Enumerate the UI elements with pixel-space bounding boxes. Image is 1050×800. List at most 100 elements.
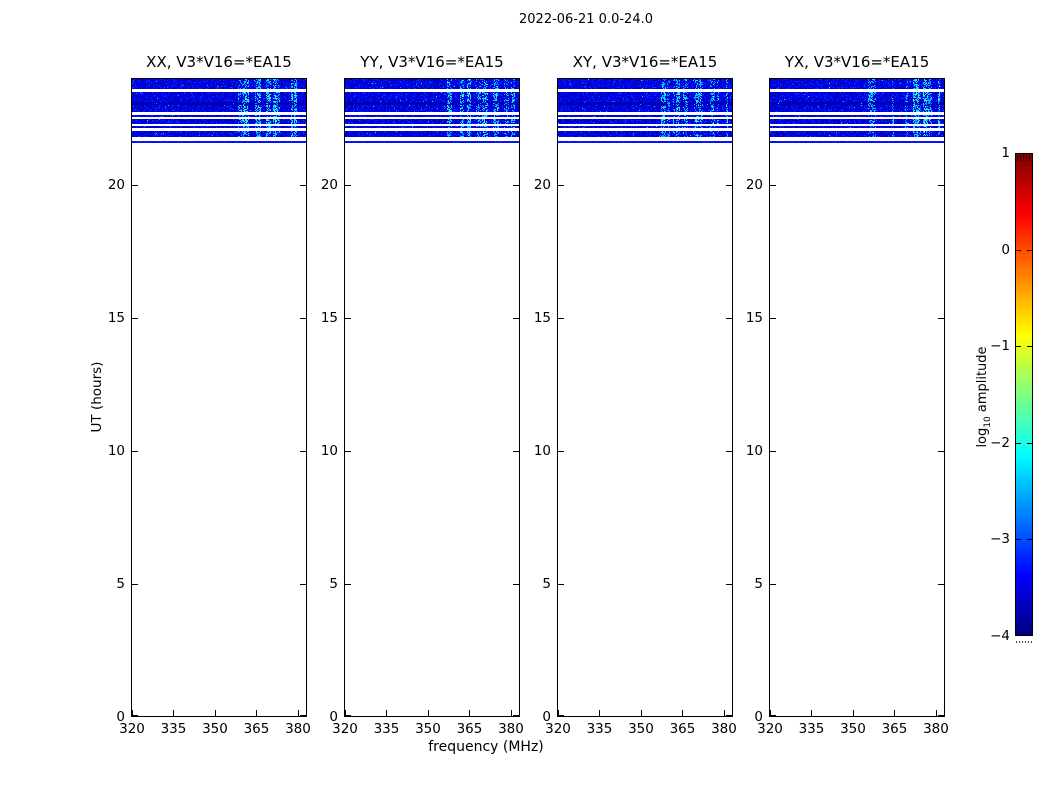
x-tick-mark	[345, 710, 346, 716]
y-tick-mark	[558, 317, 564, 319]
y-tick-mark	[132, 450, 138, 452]
x-tick-label: 335	[160, 721, 187, 737]
y-tick-mark	[345, 583, 351, 585]
y-tick-mark	[132, 715, 138, 716]
colorbar-tick-mark	[1027, 346, 1032, 348]
panel-title: XY, V3*V16=*EA15	[572, 53, 718, 71]
y-tick-mark	[558, 184, 564, 186]
colorbar-tick-mark	[1016, 442, 1021, 444]
y-tick-mark	[938, 715, 944, 716]
x-tick-mark	[558, 710, 559, 716]
colorbar-tick-mark	[1016, 539, 1021, 541]
x-tick-mark	[132, 710, 133, 716]
x-tick-mark	[297, 710, 299, 716]
x-tick-label: 380	[285, 721, 311, 737]
x-tick-label: 380	[498, 721, 524, 737]
y-tick-label: 20	[745, 176, 763, 193]
y-tick-mark	[513, 715, 519, 716]
x-tick-mark	[510, 710, 512, 716]
y-tick-label: 5	[116, 575, 125, 592]
colorbar-tick-mark	[1027, 249, 1032, 251]
x-tick-label: 335	[373, 721, 400, 737]
y-tick-mark	[513, 450, 519, 452]
y-tick-mark	[513, 184, 519, 186]
colorbar-tick-mark	[1016, 346, 1021, 348]
y-tick-label: 5	[329, 575, 338, 592]
y-tick-mark	[770, 715, 776, 716]
x-tick-mark	[640, 710, 642, 716]
y-tick-mark	[938, 450, 944, 452]
y-tick-mark	[345, 450, 351, 452]
colorbar-tick-mark	[1027, 539, 1032, 541]
y-tick-mark	[770, 184, 776, 186]
y-tick-mark	[938, 317, 944, 319]
x-tick-mark	[173, 710, 175, 716]
y-tick-label: 20	[320, 176, 338, 193]
y-tick-mark	[938, 184, 944, 186]
colorbar-tick-label: −4	[990, 628, 1010, 644]
y-tick-mark	[770, 450, 776, 452]
y-tick-mark	[726, 317, 732, 319]
y-tick-mark	[300, 715, 306, 716]
x-tick-label: 350	[202, 721, 228, 737]
y-tick-mark	[726, 184, 732, 186]
colorbar-top-hatch	[1017, 155, 1031, 161]
y-tick-label: 15	[107, 309, 125, 326]
x-tick-mark	[386, 710, 388, 716]
y-tick-label: 20	[533, 176, 551, 193]
x-tick-mark	[894, 710, 896, 716]
y-tick-mark	[345, 715, 351, 716]
y-tick-label: 20	[107, 176, 125, 193]
spectrogram-canvas	[558, 79, 732, 143]
y-tick-mark	[558, 583, 564, 585]
colorbar-label: log10 amplitude	[975, 346, 993, 447]
x-tick-mark	[469, 710, 471, 716]
y-axis-label: UT (hours)	[89, 361, 105, 433]
y-tick-label: 10	[533, 442, 551, 459]
plot-area	[344, 78, 520, 717]
colorbar-tick-label: 0	[1001, 241, 1010, 258]
plot-area	[557, 78, 733, 717]
plot-area	[769, 78, 945, 717]
spectrogram-canvas	[132, 79, 306, 143]
colorbar-tick-label: 1	[1001, 145, 1010, 161]
y-tick-label: 10	[107, 442, 125, 459]
y-tick-mark	[558, 715, 564, 716]
x-tick-mark	[935, 710, 937, 716]
x-tick-label: 365	[669, 721, 696, 737]
x-tick-mark	[723, 710, 725, 716]
x-tick-label: 380	[923, 721, 949, 737]
colorbar-tick-mark	[1016, 249, 1021, 251]
y-tick-mark	[132, 583, 138, 585]
x-tick-label: 380	[711, 721, 737, 737]
panel-title: XX, V3*V16=*EA15	[146, 53, 292, 71]
colorbar-gradient	[1015, 153, 1033, 636]
x-tick-mark	[256, 710, 258, 716]
y-tick-label: 0	[329, 709, 338, 725]
colorbar-bottom-dots	[1016, 641, 1032, 643]
x-tick-label: 320	[119, 721, 145, 737]
x-tick-label: 365	[456, 721, 483, 737]
x-tick-label: 350	[415, 721, 441, 737]
y-tick-mark	[558, 450, 564, 452]
x-tick-label: 350	[628, 721, 654, 737]
y-tick-mark	[726, 583, 732, 585]
y-tick-mark	[726, 450, 732, 452]
colorbar-tick-label: −1	[990, 338, 1010, 355]
y-tick-label: 10	[745, 442, 763, 459]
y-tick-label: 15	[745, 309, 763, 326]
x-tick-mark	[682, 710, 684, 716]
plot-area	[131, 78, 307, 717]
y-tick-label: 15	[320, 309, 338, 326]
y-tick-mark	[345, 317, 351, 319]
colorbar-tick-label: −2	[990, 434, 1010, 451]
y-tick-mark	[132, 317, 138, 319]
colorbar-label-suffix: amplitude	[975, 346, 991, 417]
y-tick-mark	[300, 450, 306, 452]
y-tick-mark	[132, 184, 138, 186]
y-tick-label: 5	[542, 575, 551, 592]
x-tick-label: 320	[332, 721, 358, 737]
panel-title: YY, V3*V16=*EA15	[360, 53, 504, 71]
y-tick-mark	[513, 583, 519, 585]
